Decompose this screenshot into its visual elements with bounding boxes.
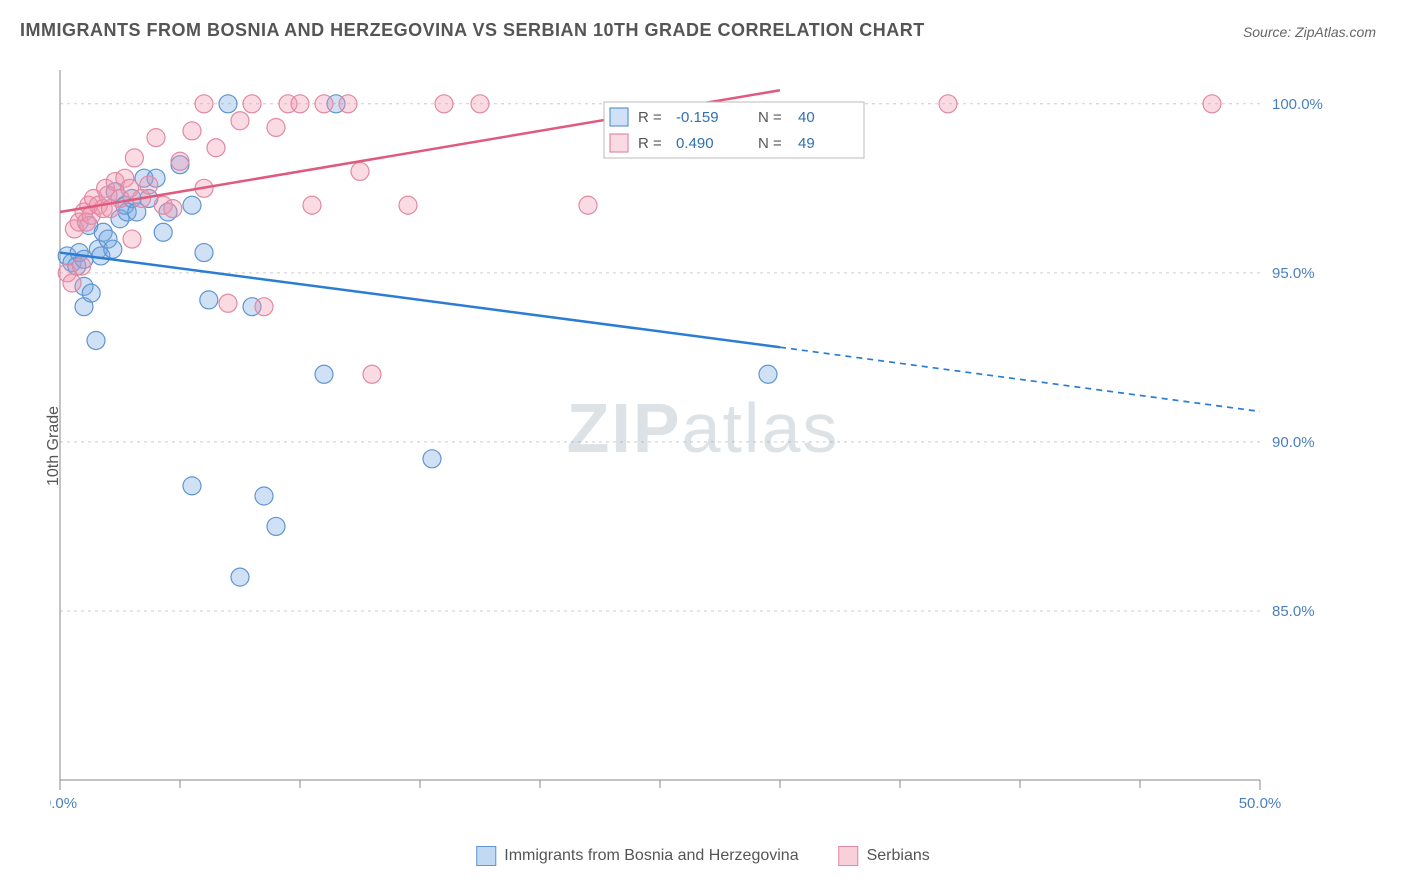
y-tick-label: 85.0% [1272,603,1315,620]
data-point [87,331,105,349]
data-point [200,291,218,309]
data-point [123,230,141,248]
data-point [183,477,201,495]
scatter-plot: 85.0% 90.0% 95.0% 100.0% 0.0% 50.0% R = -0.159 N… [50,60,1350,820]
legend-label: Serbians [867,847,930,865]
data-point [351,162,369,180]
svg-text:N =: N = [758,109,782,126]
data-point [195,244,213,262]
data-point [759,365,777,383]
svg-text:R =: R = [638,135,662,152]
x-tick-label: 50.0% [1239,795,1282,812]
svg-text:0.490: 0.490 [676,135,714,152]
data-point [231,568,249,586]
data-point [255,298,273,316]
data-point [255,487,273,505]
data-point [125,149,143,167]
data-point [231,112,249,130]
y-tick-label: 100.0% [1272,96,1323,113]
data-point [423,450,441,468]
stats-box: R = -0.159 N = 40 R = 0.490 N = 49 [604,102,864,158]
data-point [399,196,417,214]
data-point [471,95,489,113]
svg-text:-0.159: -0.159 [676,109,719,126]
y-tick-label: 90.0% [1272,434,1315,451]
y-tick-label: 95.0% [1272,265,1315,282]
svg-text:40: 40 [798,109,815,126]
data-point [303,196,321,214]
data-point [183,122,201,140]
data-point [267,118,285,136]
data-point [339,95,357,113]
legend-item: Serbians [839,846,930,866]
data-point [291,95,309,113]
legend-bottom: Immigrants from Bosnia and Herzegovina Se… [476,846,930,866]
data-point [315,95,333,113]
data-point [104,240,122,258]
x-tick-label: 0.0% [50,795,77,812]
data-point [63,274,81,292]
data-point [267,517,285,535]
legend-item: Immigrants from Bosnia and Herzegovina [476,846,798,866]
regression-line [60,253,780,348]
data-point [219,294,237,312]
data-point [207,139,225,157]
svg-text:N =: N = [758,135,782,152]
svg-text:49: 49 [798,135,815,152]
data-point [154,223,172,241]
data-point [363,365,381,383]
data-point [1203,95,1221,113]
legend-label: Immigrants from Bosnia and Herzegovina [504,847,798,865]
data-point [82,284,100,302]
data-point [939,95,957,113]
data-point [579,196,597,214]
legend-swatch [476,846,496,866]
source-label: Source: ZipAtlas.com [1243,24,1376,40]
data-point [164,200,182,218]
svg-text:R =: R = [638,109,662,126]
data-point [243,95,261,113]
data-point [147,129,165,147]
legend-swatch [839,846,859,866]
data-point [140,176,158,194]
data-point [183,196,201,214]
data-point [171,152,189,170]
data-point [195,95,213,113]
chart-title: IMMIGRANTS FROM BOSNIA AND HERZEGOVINA V… [20,20,925,41]
data-point [219,95,237,113]
regression-extrapolation [780,347,1260,411]
data-point [73,257,91,275]
data-point [435,95,453,113]
data-point [315,365,333,383]
